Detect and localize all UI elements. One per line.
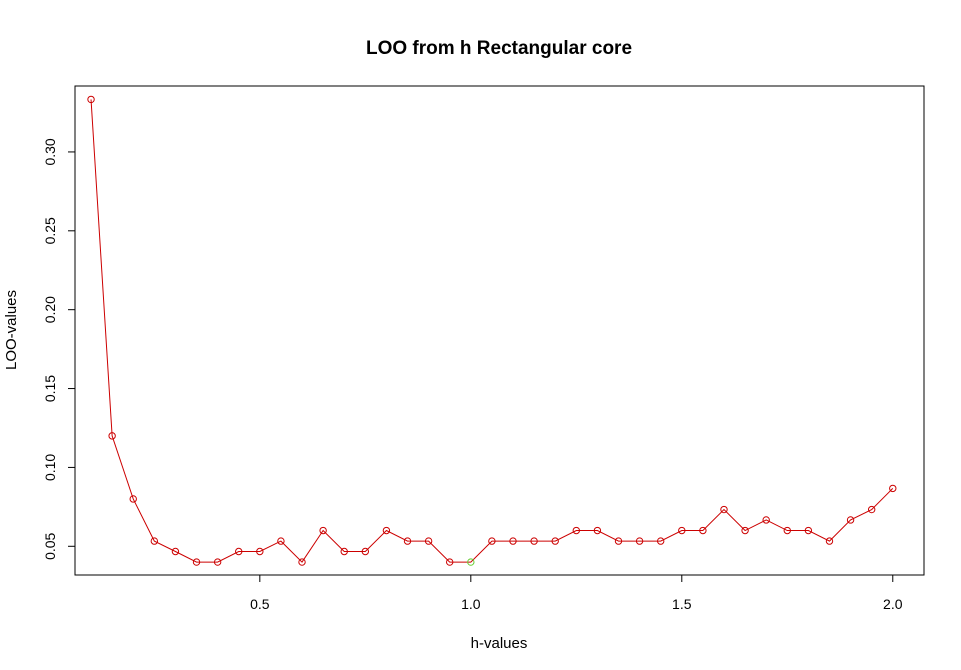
data-point (867, 505, 876, 514)
y-axis-label: LOO-values (3, 290, 20, 370)
x-axis: 0.5 1.0 1.5 2.0 (250, 574, 903, 612)
x-tick-label: 1.0 (461, 596, 481, 612)
data-point (551, 537, 559, 545)
data-point (108, 432, 116, 440)
data-point (87, 95, 95, 104)
data-point (678, 526, 686, 535)
data-point (171, 547, 180, 556)
series-line (90, 99, 894, 563)
data-point (446, 558, 454, 566)
y-tick-label: 0.30 (42, 138, 58, 165)
data-point (213, 558, 222, 566)
data-point (298, 558, 306, 566)
data-point (804, 526, 813, 535)
data-point (889, 484, 897, 493)
y-tick-label: 0.15 (42, 375, 58, 402)
data-point (825, 537, 834, 545)
chart-title: LOO from h Rectangular core (366, 38, 632, 59)
data-point (319, 526, 327, 535)
data-point (488, 537, 496, 545)
y-tick-label: 0.25 (42, 217, 58, 244)
data-point (783, 526, 791, 535)
x-tick-label: 0.5 (250, 596, 270, 612)
data-point (256, 547, 264, 556)
y-tick-label: 0.05 (42, 532, 58, 559)
data-point (530, 537, 538, 545)
data-point (593, 526, 602, 535)
data-point (424, 537, 433, 545)
data-point (277, 537, 285, 545)
y-tick-label: 0.10 (42, 454, 58, 481)
y-tick-label: 0.20 (42, 296, 58, 323)
data-point (192, 558, 201, 566)
data-point (846, 516, 855, 524)
x-axis-label: h-values (471, 635, 528, 652)
data-point (614, 537, 623, 545)
data-point (340, 547, 348, 556)
data-point (720, 505, 728, 514)
x-tick-label: 1.5 (672, 596, 692, 612)
data-point (509, 537, 517, 545)
data-point (741, 526, 749, 535)
data-point (235, 547, 243, 556)
data-point (129, 495, 137, 503)
data-point (635, 537, 644, 545)
data-point (762, 516, 770, 524)
data-point (656, 537, 665, 545)
data-point (382, 526, 391, 535)
data-point (699, 526, 707, 535)
x-tick-label: 2.0 (883, 596, 903, 612)
y-axis: 0.05 0.10 0.15 0.20 0.25 0.30 (42, 138, 76, 560)
data-point (150, 537, 159, 545)
min-data-point (467, 558, 475, 566)
series-loo (87, 95, 897, 566)
data-point (572, 526, 580, 535)
data-point (361, 547, 370, 556)
data-point (403, 537, 412, 545)
